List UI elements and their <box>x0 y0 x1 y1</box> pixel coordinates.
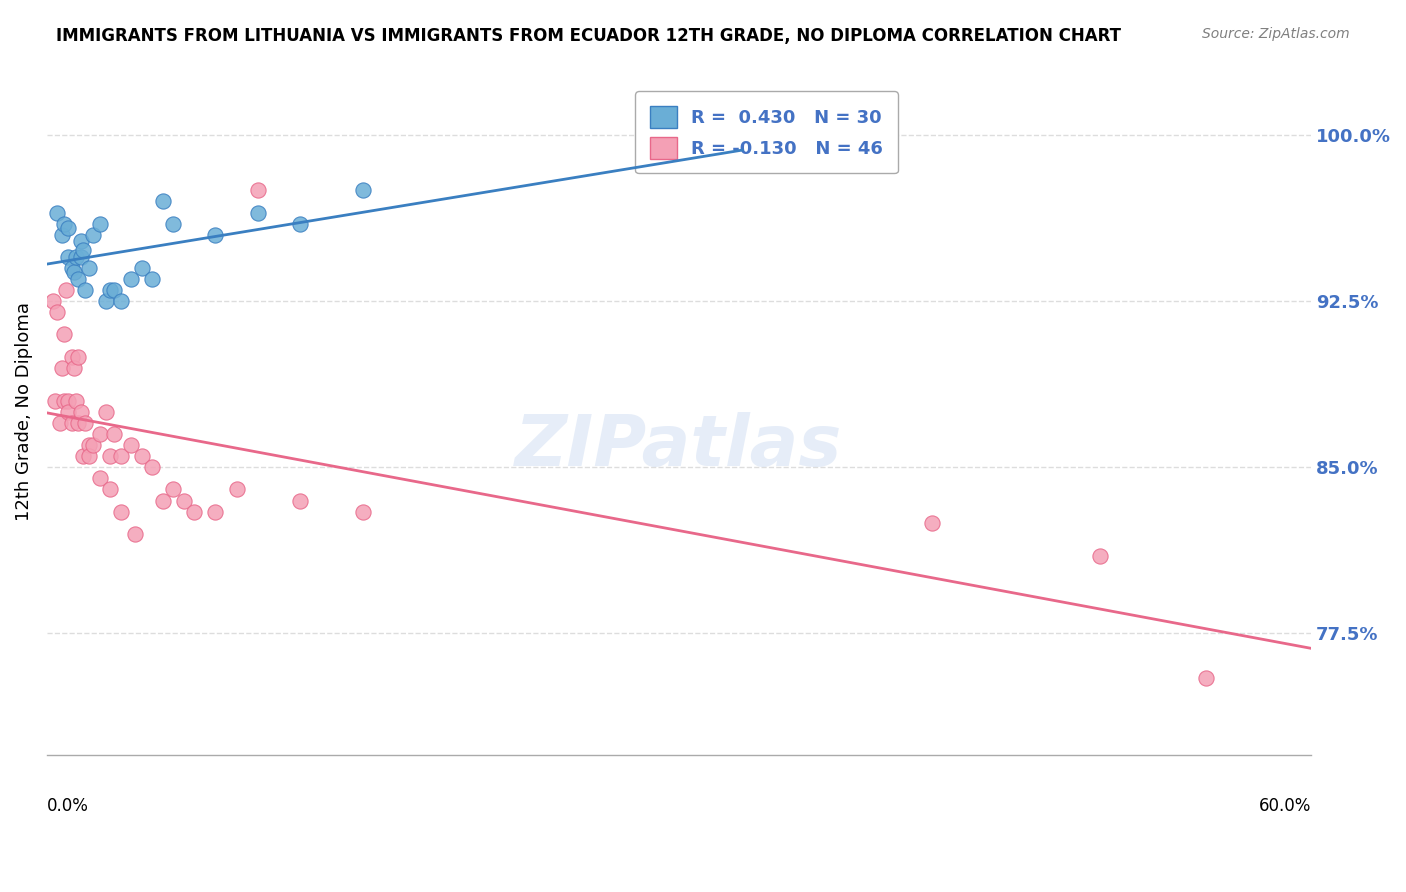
Point <box>89 471 111 485</box>
Point <box>152 493 174 508</box>
Point <box>73 416 96 430</box>
Point <box>65 393 87 408</box>
Point <box>52 393 75 408</box>
Point <box>94 294 117 309</box>
Point <box>225 483 247 497</box>
Point <box>131 449 153 463</box>
Point <box>42 294 65 309</box>
Point <box>51 227 73 242</box>
Point <box>63 265 86 279</box>
Point <box>89 427 111 442</box>
Point <box>82 227 104 242</box>
Point <box>120 272 142 286</box>
Point <box>152 194 174 209</box>
Point <box>1090 549 1112 563</box>
Point <box>60 416 83 430</box>
Point <box>56 221 79 235</box>
Point <box>246 183 269 197</box>
Point <box>48 416 70 430</box>
Point <box>288 493 311 508</box>
Y-axis label: 12th Grade, No Diploma: 12th Grade, No Diploma <box>15 302 32 522</box>
Point <box>56 405 79 419</box>
Point <box>110 505 132 519</box>
Point <box>110 449 132 463</box>
Point <box>46 205 69 219</box>
Point <box>69 235 91 249</box>
Point <box>710 150 733 164</box>
Text: 60.0%: 60.0% <box>1258 797 1312 814</box>
Point <box>162 483 184 497</box>
Point <box>65 250 87 264</box>
Text: 0.0%: 0.0% <box>46 797 89 814</box>
Point <box>98 449 121 463</box>
Point <box>69 250 91 264</box>
Point <box>131 260 153 275</box>
Point <box>77 449 100 463</box>
Point <box>204 227 226 242</box>
Point <box>183 505 205 519</box>
Point <box>73 283 96 297</box>
Point <box>56 250 79 264</box>
Point <box>69 405 91 419</box>
Point <box>44 393 66 408</box>
Point <box>56 393 79 408</box>
Point <box>288 217 311 231</box>
Point <box>110 294 132 309</box>
Point <box>72 243 94 257</box>
Point <box>67 350 90 364</box>
Point <box>921 516 943 530</box>
Point <box>60 260 83 275</box>
Point <box>60 350 83 364</box>
Point <box>141 460 163 475</box>
Point <box>77 260 100 275</box>
Point <box>67 416 90 430</box>
Point <box>52 327 75 342</box>
Point <box>246 205 269 219</box>
Point <box>103 427 125 442</box>
Point <box>204 505 226 519</box>
Point <box>103 283 125 297</box>
Point <box>352 505 374 519</box>
Point <box>98 483 121 497</box>
Point <box>55 283 77 297</box>
Point <box>82 438 104 452</box>
Point <box>94 405 117 419</box>
Point <box>1195 671 1218 685</box>
Point <box>52 217 75 231</box>
Text: Source: ZipAtlas.com: Source: ZipAtlas.com <box>1202 27 1350 41</box>
Point <box>77 438 100 452</box>
Point <box>63 360 86 375</box>
Legend: R =  0.430   N = 30, R = -0.130   N = 46: R = 0.430 N = 30, R = -0.130 N = 46 <box>636 91 897 173</box>
Point <box>46 305 69 319</box>
Text: ZIPatlas: ZIPatlas <box>516 412 842 481</box>
Point <box>173 493 195 508</box>
Point <box>89 217 111 231</box>
Text: IMMIGRANTS FROM LITHUANIA VS IMMIGRANTS FROM ECUADOR 12TH GRADE, NO DIPLOMA CORR: IMMIGRANTS FROM LITHUANIA VS IMMIGRANTS … <box>56 27 1121 45</box>
Point <box>72 449 94 463</box>
Point <box>51 360 73 375</box>
Point <box>98 283 121 297</box>
Point <box>162 217 184 231</box>
Point <box>124 526 146 541</box>
Point <box>67 272 90 286</box>
Point <box>120 438 142 452</box>
Point <box>352 183 374 197</box>
Point <box>141 272 163 286</box>
